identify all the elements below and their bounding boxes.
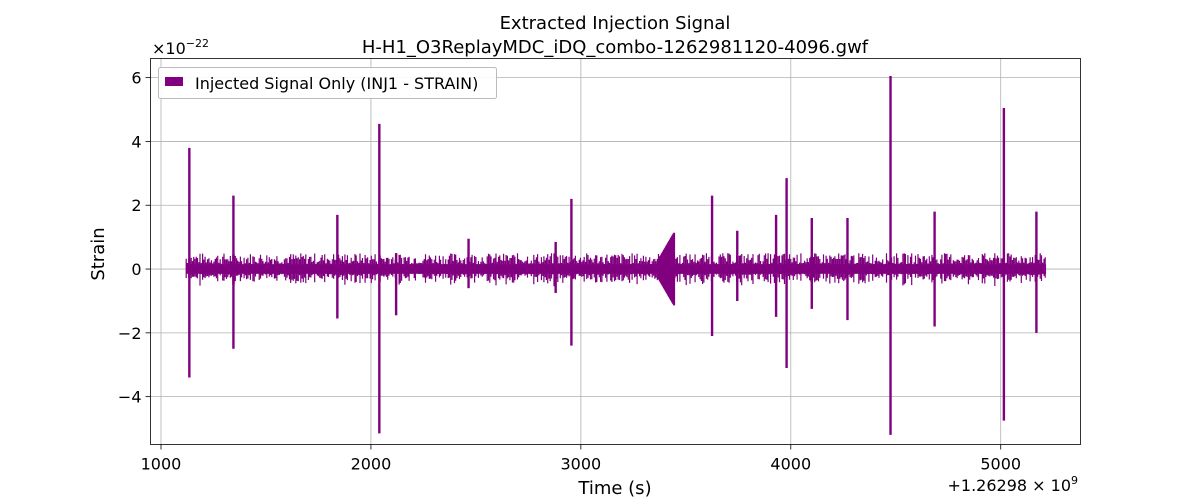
x-tick-label: 1000 bbox=[141, 455, 182, 474]
x-offset-label: +1.26298 × 109 bbox=[947, 474, 1078, 495]
x-axis-label: Time (s) bbox=[577, 478, 651, 499]
plot-frame bbox=[150, 58, 1081, 445]
y-axis-label: Strain bbox=[88, 227, 109, 280]
y-scale-label: ×10−22 bbox=[152, 37, 209, 58]
y-tick-label: 6 bbox=[131, 69, 141, 88]
grid bbox=[150, 58, 1081, 445]
chart-subtitle: H-H1_O3ReplayMDC_iDQ_combo-1262981120-40… bbox=[362, 37, 869, 58]
x-tick-label: 2000 bbox=[351, 455, 392, 474]
legend: Injected Signal Only (INJ1 - STRAIN) bbox=[158, 67, 497, 99]
x-tick-label: 5000 bbox=[980, 455, 1021, 474]
y-tick-label: 0 bbox=[131, 260, 141, 279]
series-burst bbox=[657, 232, 676, 306]
y-tick-label: 2 bbox=[131, 196, 141, 215]
axis-ticks: 1000 2000 3000 4000 5000 −4 −2 0 2 4 6 bbox=[118, 69, 1021, 474]
x-tick-label: 4000 bbox=[770, 455, 811, 474]
y-tick-label: −4 bbox=[118, 388, 142, 407]
legend-swatch bbox=[165, 77, 183, 86]
y-tick-label: 4 bbox=[131, 132, 141, 151]
x-tick-label: 3000 bbox=[561, 455, 602, 474]
chart-title: Extracted Injection Signal bbox=[500, 13, 731, 34]
legend-box bbox=[158, 67, 497, 99]
y-tick-label: −2 bbox=[118, 324, 142, 343]
series-injected-signal bbox=[185, 76, 1047, 435]
legend-label: Injected Signal Only (INJ1 - STRAIN) bbox=[195, 74, 478, 93]
series-noise bbox=[185, 253, 1046, 287]
